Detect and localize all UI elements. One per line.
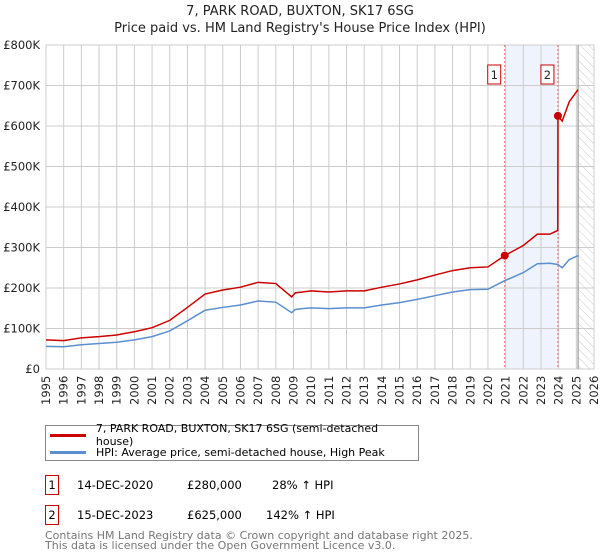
x-tick-label: 2007 — [251, 376, 265, 405]
x-tick-label: 1997 — [74, 376, 88, 405]
x-tick-label: 2014 — [375, 376, 389, 405]
x-tick-label: 2005 — [216, 376, 230, 405]
legend-label: HPI: Average price, semi-detached house,… — [96, 445, 385, 459]
x-tick-label: 2008 — [269, 376, 283, 405]
x-tick-label: 2004 — [198, 376, 212, 405]
x-tick-label: 1995 — [39, 376, 53, 405]
x-tick-label: 2020 — [481, 376, 495, 405]
series-line — [45, 254, 579, 348]
y-tick-label: £500K — [3, 160, 40, 174]
x-tick-label: 1998 — [92, 376, 106, 405]
x-tick-label: 2024 — [552, 376, 566, 405]
x-tick-label: 2013 — [357, 376, 371, 405]
series-line — [45, 89, 579, 342]
transaction-number: 1 — [45, 475, 59, 495]
x-tick-label: 2012 — [340, 376, 354, 405]
transaction-hpi: 142% ↑ HPI — [266, 508, 335, 522]
x-tick-label: 1996 — [57, 376, 71, 405]
x-tick-label: 1999 — [110, 376, 124, 405]
marker-label: 1 — [491, 68, 498, 82]
x-tick-label: 2017 — [428, 376, 442, 405]
x-tick-label: 2025 — [569, 376, 583, 405]
sale-point — [500, 251, 509, 260]
x-tick-label: 2006 — [233, 376, 247, 405]
x-tick-label: 2003 — [180, 376, 194, 405]
y-tick-label: £300K — [3, 241, 40, 255]
legend-item-property: 7, PARK ROAD, BUXTON, SK17 6SG (semi-det… — [50, 422, 418, 448]
marker-label: 2 — [544, 68, 551, 82]
y-tick-label: £200K — [3, 281, 40, 295]
x-tick-label: 2010 — [304, 376, 318, 405]
legend-label: 7, PARK ROAD, BUXTON, SK17 6SG (semi-det… — [95, 422, 379, 448]
y-tick-label: £800K — [3, 38, 40, 52]
chart-subtitle: Price paid vs. HM Land Registry's House … — [114, 21, 486, 36]
transaction-number: 2 — [45, 505, 59, 525]
x-tick-label: 2023 — [534, 376, 548, 405]
marker-box — [540, 64, 555, 85]
x-tick-label: 2000 — [127, 376, 141, 405]
x-tick-label: 2019 — [463, 376, 477, 405]
marker-box — [487, 64, 502, 85]
y-tick-label: £600K — [3, 119, 40, 133]
transaction-price: £625,000 — [187, 508, 242, 522]
legend-swatch-red — [50, 433, 86, 437]
x-tick-label: 2015 — [393, 376, 407, 405]
x-tick-label: 2018 — [446, 376, 460, 405]
x-tick-label: 2022 — [516, 376, 530, 405]
sale-point — [553, 111, 562, 120]
x-tick-label: 2026 — [587, 376, 600, 405]
transaction-date: 14-DEC-2020 — [77, 478, 154, 492]
plot-area: 1995 1996 1997 1998 1999 2000 2001 2002 2003 2004… — [3, 38, 600, 405]
chart-title: 7, PARK ROAD, BUXTON, SK17 6SG — [186, 4, 414, 19]
x-tick-label: 2016 — [410, 376, 424, 405]
x-tick-label: 2009 — [286, 376, 300, 405]
y-tick-label: £0 — [25, 362, 40, 376]
footer-line: Contains HM Land Registry data © Crown c… — [45, 529, 473, 542]
legend-swatch-blue — [50, 450, 86, 454]
transaction-date: 15-DEC-2023 — [77, 508, 154, 522]
transaction-hpi: 28% ↑ HPI — [272, 478, 334, 492]
footer-line: This data is licensed under the Open Gov… — [45, 539, 396, 552]
x-tick-label: 2011 — [322, 376, 336, 405]
plot-border — [45, 44, 595, 370]
x-tick-label: 2021 — [499, 376, 513, 405]
legend: 7, PARK ROAD, BUXTON, SK17 6SG (semi-det… — [45, 422, 419, 461]
transaction-price: £280,000 — [187, 478, 242, 492]
legend-item-hpi: HPI: Average price, semi-detached house,… — [50, 444, 385, 460]
y-tick-label: £400K — [3, 200, 40, 214]
x-tick-label: 2002 — [163, 376, 177, 405]
footer: Contains HM Land Registry data © Crown c… — [45, 529, 473, 552]
x-tick-label: 2001 — [145, 376, 159, 405]
y-tick-label: £700K — [3, 79, 40, 93]
y-tick-label: £100K — [3, 322, 40, 336]
